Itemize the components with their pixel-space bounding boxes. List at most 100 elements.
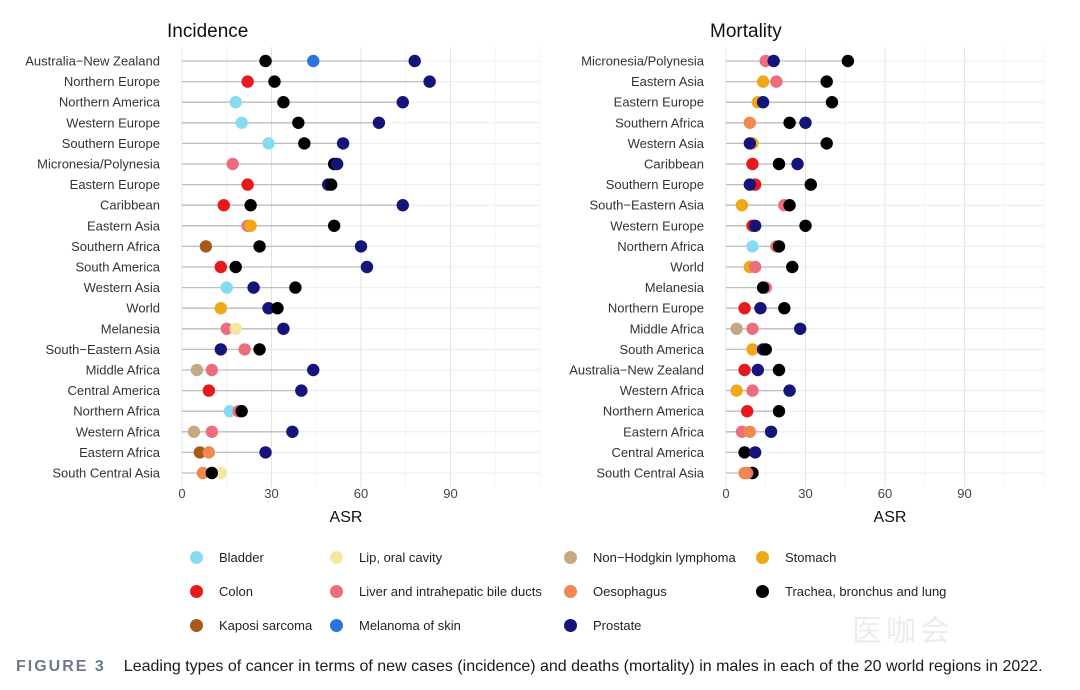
y-tick-label: Australia−New Zealand [569, 363, 704, 378]
data-point [791, 157, 804, 171]
y-tick-label: World [670, 260, 704, 275]
figure-label: FIGURE 3 [16, 658, 106, 675]
legend-item: Melanoma of skin [330, 618, 461, 633]
legend-item: Trachea, bronchus and lung [756, 584, 946, 599]
y-tick-label: Middle Africa [86, 363, 161, 378]
x-tick-label: 0 [722, 486, 729, 501]
data-point [292, 116, 305, 129]
data-point [772, 405, 786, 418]
data-point [738, 363, 751, 377]
data-point [330, 157, 344, 171]
y-tick-label: Western Europe [66, 115, 160, 130]
x-axis-label: ASR [330, 509, 363, 526]
y-tick-label: Southern Europe [606, 177, 704, 192]
chart-canvas: Incidence 0 30 60 90 ASR Australia−New Zealand… [25, 21, 1045, 526]
y-tick-label: South America [619, 342, 704, 357]
legend-swatch [190, 551, 203, 564]
data-point [746, 322, 759, 335]
y-tick-label: Central America [612, 445, 705, 460]
data-point [372, 116, 386, 129]
data-point [226, 157, 239, 171]
data-point [738, 466, 751, 480]
legend-label: Kaposi sarcoma [219, 618, 313, 633]
data-point [756, 75, 770, 88]
data-point [772, 363, 786, 377]
panel-mortality: Mortality 0 30 60 90 ASR Micronesia/Polynesia E… [569, 21, 1045, 526]
data-point [804, 178, 817, 191]
legend-swatch [756, 551, 769, 564]
legend-label: Colon [219, 584, 253, 599]
data-point [241, 178, 254, 191]
data-point [217, 199, 230, 212]
data-point [190, 363, 204, 377]
data-point [767, 54, 780, 68]
legend-item: Liver and intrahepatic bile ducts [330, 584, 542, 599]
data-point [751, 363, 764, 377]
data-point [298, 137, 311, 150]
data-point [741, 405, 754, 418]
data-point [229, 322, 242, 335]
y-tick-label: Australia−New Zealand [25, 54, 160, 69]
data-point [202, 446, 216, 459]
data-point [820, 75, 833, 88]
data-point [253, 343, 266, 356]
data-point [259, 54, 272, 68]
y-tick-label: Middle Africa [630, 321, 705, 336]
data-point [772, 157, 786, 171]
data-point [253, 240, 266, 253]
data-point [756, 96, 770, 109]
data-point [756, 281, 770, 294]
legend-item: Lip, oral cavity [330, 550, 442, 565]
data-point [193, 446, 207, 459]
legend-swatch [564, 585, 577, 598]
data-point [783, 384, 796, 397]
data-point [783, 199, 796, 212]
data-point [277, 322, 290, 335]
data-point [841, 54, 855, 68]
data-point [327, 219, 341, 232]
y-tick-label: Micronesia/Polynesia [581, 54, 705, 69]
y-tick-label: South Central Asia [596, 466, 704, 481]
data-point [820, 137, 833, 150]
data-point [799, 219, 812, 232]
y-tick-label: Caribbean [100, 198, 160, 213]
y-tick-label: South−Eastern Asia [45, 342, 160, 357]
x-tick-label: 0 [178, 486, 185, 501]
data-point [743, 425, 757, 438]
legend-swatch [190, 619, 203, 632]
legend-label: Oesophagus [593, 584, 667, 599]
data-point [799, 116, 812, 129]
y-tick-label: Melanesia [645, 280, 705, 295]
legend-swatch [564, 551, 577, 564]
y-tick-label: Eastern Asia [631, 74, 705, 89]
data-point [825, 96, 839, 109]
y-tick-label: Eastern Africa [623, 424, 705, 439]
legend-item: Stomach [756, 550, 836, 565]
data-point [241, 75, 254, 88]
caption-text: Leading types of cancer in terms of new … [123, 658, 1043, 675]
data-point [229, 96, 242, 109]
data-point [396, 96, 409, 109]
data-point [307, 363, 320, 377]
x-tick-label: 30 [798, 486, 812, 501]
data-point [738, 446, 751, 459]
data-point [730, 384, 743, 397]
legend: Bladder Lip, oral cavity Non−Hodgkin lymph… [0, 540, 1080, 645]
data-point [235, 116, 248, 129]
legend-label: Melanoma of skin [359, 618, 461, 633]
legend-item: Bladder [190, 550, 264, 565]
data-point [271, 302, 284, 315]
data-point [214, 302, 227, 315]
data-point [214, 466, 227, 480]
legend-item: Non−Hodgkin lymphoma [564, 550, 736, 565]
data-point [778, 302, 791, 315]
data-point [759, 343, 772, 356]
data-point [262, 137, 275, 150]
data-point [220, 281, 233, 294]
y-tick-label: South−Eastern Asia [589, 198, 704, 213]
data-point [235, 405, 248, 418]
data-point [743, 178, 757, 191]
y-tick-label: Eastern Europe [70, 177, 160, 192]
y-tick-label: Western Africa [76, 424, 161, 439]
